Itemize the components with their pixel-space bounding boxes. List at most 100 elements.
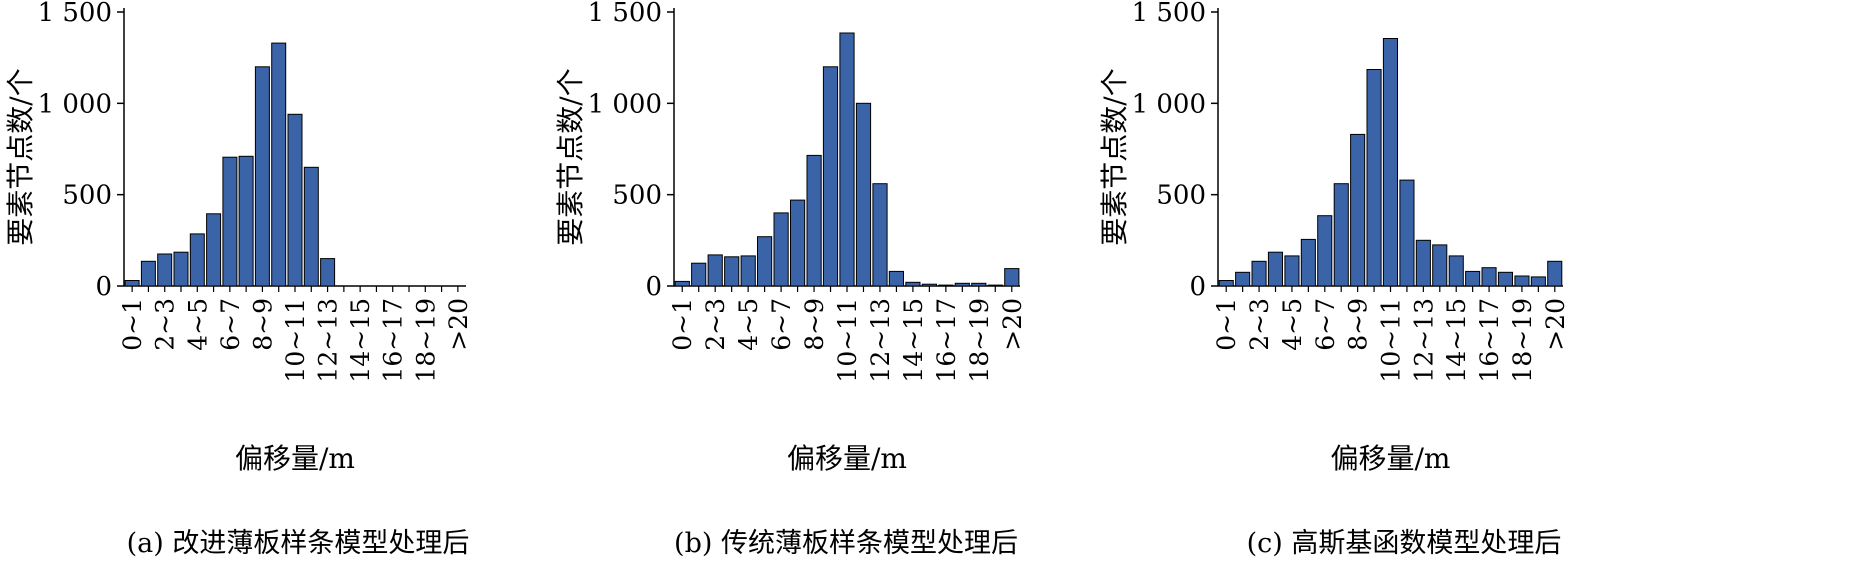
bar-2~3: [707, 254, 723, 287]
bar-19~20: [987, 284, 1003, 287]
bar->20: [1004, 268, 1020, 287]
bar-3~4: [1267, 251, 1284, 287]
y-axis-title: 要素节点数/个: [554, 68, 587, 245]
y-tick-label: 500: [62, 181, 112, 211]
x-tick-label: 16~17: [379, 298, 408, 383]
bar-18~19: [1514, 275, 1530, 287]
bar-8~9: [254, 66, 270, 287]
bar-9~10: [822, 66, 839, 287]
bar-17~18: [954, 282, 970, 287]
x-tick-label: >20: [998, 298, 1027, 351]
bar-2~3: [157, 253, 173, 287]
bar-18~19: [971, 282, 987, 287]
x-tick-label: 4~5: [734, 298, 763, 351]
x-axis-title: 偏移量/m: [787, 442, 907, 475]
x-tick-label: 0~1: [1212, 298, 1241, 351]
bar-17~18: [1497, 271, 1514, 287]
bar-5~6: [1300, 238, 1316, 287]
x-tick-label: 16~17: [932, 298, 961, 383]
bar-6~7: [1317, 215, 1333, 287]
bar->20: [1547, 260, 1563, 287]
bar-1~2: [140, 260, 156, 287]
bar-12~13: [872, 183, 888, 287]
x-tick-label: 4~5: [183, 298, 212, 351]
bar-9~10: [271, 42, 287, 287]
bar-8~9: [1350, 133, 1366, 287]
x-tick-label: 12~13: [866, 298, 895, 383]
x-tick-label: 14~15: [1442, 298, 1471, 383]
bar-7~8: [1333, 183, 1349, 287]
bar-3~4: [173, 251, 189, 287]
x-tick-label: 14~15: [346, 298, 375, 383]
x-tick-label: >20: [444, 298, 473, 351]
bar-4~5: [740, 255, 756, 287]
bar-12~13: [1415, 239, 1431, 287]
bar-13~14: [888, 270, 904, 287]
bar-2~3: [1251, 260, 1267, 287]
bar-4~5: [189, 233, 205, 287]
x-tick-label: 2~3: [1245, 298, 1274, 351]
bar-15~16: [1465, 270, 1481, 287]
bar-6~7: [222, 156, 238, 287]
y-tick-label: 1 500: [588, 0, 662, 28]
y-tick-label: 1 000: [38, 89, 112, 119]
bar-10~11: [839, 32, 855, 287]
bar-14~15: [905, 281, 921, 287]
y-tick-label: 1 000: [588, 89, 662, 119]
x-tick-label: 2~3: [151, 298, 180, 351]
bar-8~9: [806, 154, 822, 287]
bar-16~17: [938, 284, 954, 287]
bar-4~5: [1284, 255, 1300, 287]
x-tick-label: 0~1: [668, 298, 697, 351]
bar-6~7: [773, 212, 789, 287]
x-tick-label: 6~7: [1311, 298, 1340, 351]
bar-1~2: [691, 262, 707, 287]
x-tick-label: 4~5: [1278, 298, 1307, 351]
y-tick-label: 1 000: [1132, 89, 1206, 119]
bar-3~4: [724, 256, 740, 287]
bar-0~1: [674, 280, 690, 287]
bar-1~2: [1235, 271, 1251, 287]
x-axis-title: 偏移量/m: [235, 442, 355, 475]
x-tick-label: 6~7: [767, 298, 796, 351]
x-axis-title: 偏移量/m: [1331, 442, 1451, 475]
bar-19~20: [1530, 276, 1546, 287]
bar-10~11: [287, 113, 303, 287]
y-tick-label: 0: [1189, 272, 1206, 302]
y-tick-label: 500: [612, 181, 662, 211]
y-axis-title: 要素节点数/个: [1098, 68, 1131, 245]
x-tick-label: 12~13: [1409, 298, 1438, 383]
x-tick-label: 10~11: [1377, 298, 1406, 383]
x-tick-label: 16~17: [1475, 298, 1504, 383]
bar-7~8: [238, 155, 254, 287]
bar-0~1: [1218, 280, 1234, 287]
x-tick-label: 8~9: [248, 298, 277, 351]
bar-7~8: [790, 199, 806, 287]
bar-5~6: [206, 213, 222, 287]
x-tick-label: 10~11: [281, 298, 310, 383]
bar-5~6: [757, 236, 773, 287]
bar-14~15: [1448, 255, 1464, 287]
y-tick-label: 0: [645, 272, 662, 302]
bar-16~17: [1481, 267, 1497, 287]
y-axis-title: 要素节点数/个: [4, 68, 37, 245]
y-tick-label: 1 500: [38, 0, 112, 28]
bar-11~12: [855, 102, 872, 287]
bar-15~16: [921, 283, 937, 287]
x-tick-label: 18~19: [1508, 298, 1537, 383]
x-tick-label: 18~19: [965, 298, 994, 383]
y-tick-label: 0: [95, 272, 112, 302]
y-tick-label: 500: [1156, 181, 1206, 211]
panel-caption: (a) 改进薄板样条模型处理后: [127, 528, 470, 559]
bar-11~12: [303, 166, 319, 287]
x-tick-label: 14~15: [899, 298, 928, 383]
x-tick-label: 2~3: [701, 298, 730, 351]
x-tick-label: 8~9: [800, 298, 829, 351]
bar-13~14: [1432, 244, 1448, 287]
bar-11~12: [1399, 179, 1415, 287]
x-tick-label: 0~1: [118, 298, 147, 351]
